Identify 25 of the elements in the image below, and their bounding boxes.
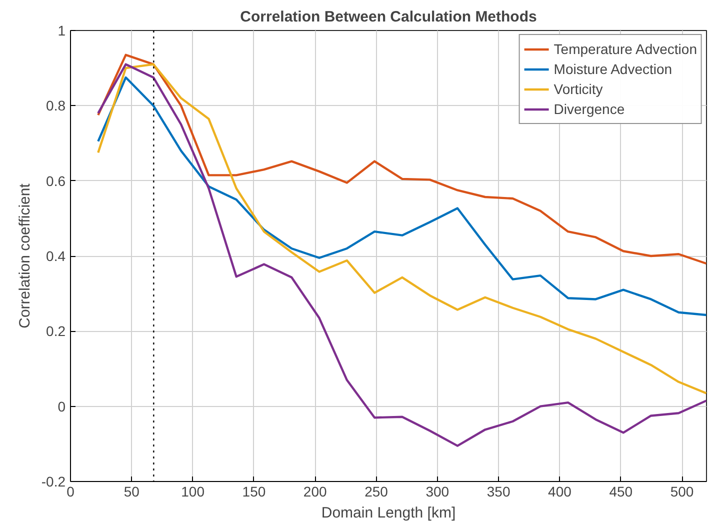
x-tick-label: 450	[609, 484, 633, 500]
x-tick-label: 150	[242, 484, 266, 500]
x-tick-label: 250	[364, 484, 388, 500]
y-tick-label: 1	[58, 22, 66, 38]
x-tick-label: 400	[548, 484, 572, 500]
y-tick-label: 0.2	[46, 323, 66, 340]
legend-label: Divergence	[554, 101, 625, 117]
x-tick-label: 300	[426, 484, 450, 500]
x-tick-label: 500	[670, 484, 694, 500]
y-tick-label: 0	[58, 398, 66, 414]
x-tick-label: 200	[303, 484, 328, 500]
x-tick-label: 350	[486, 484, 510, 500]
y-tick-label: 0.6	[46, 172, 66, 189]
line-series	[97, 76, 706, 316]
legend-label: Temperature Advection	[554, 41, 697, 57]
chart-title: Correlation Between Calculation Methods	[240, 8, 537, 26]
y-tick-label: 0.4	[46, 248, 66, 264]
legend-label: Moisture Advection	[554, 61, 672, 77]
x-axis-title: Domain Length [km]	[321, 504, 456, 522]
y-axis-title: Correlation coefficient	[16, 182, 34, 328]
x-tick-label: 100	[181, 484, 205, 500]
legend-label: Vorticity	[554, 81, 603, 97]
y-tick-label: 0.8	[46, 98, 66, 114]
x-tick-label: 50	[124, 484, 140, 500]
y-tick-label: -0.2	[41, 474, 66, 490]
